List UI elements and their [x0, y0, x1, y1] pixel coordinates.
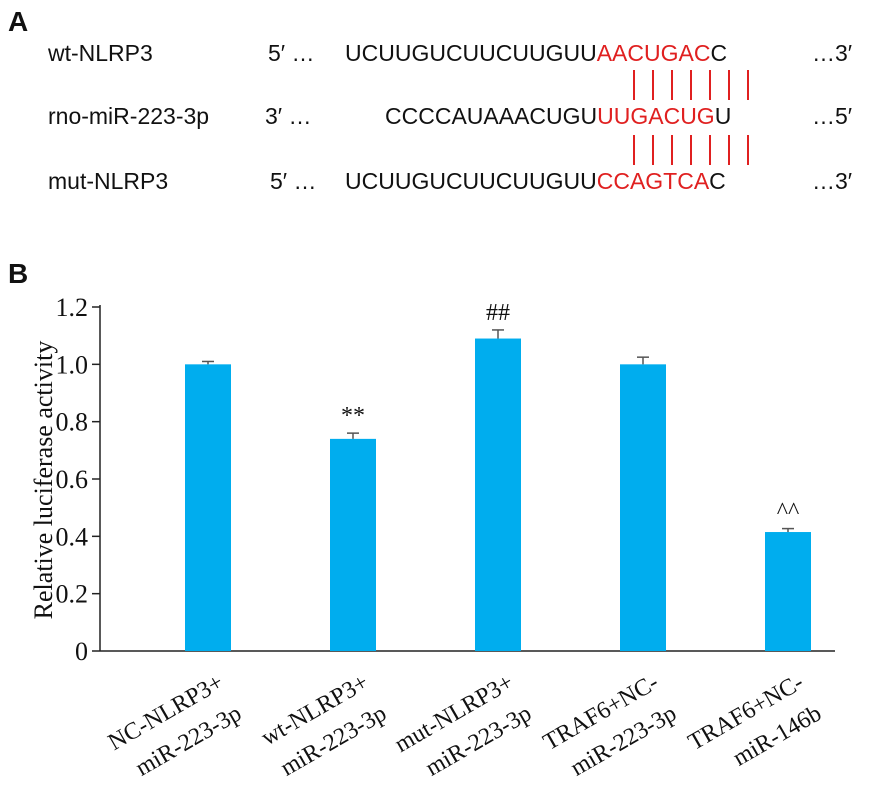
y-tick-label: 1.2	[56, 293, 89, 322]
y-tick-label: 0.4	[56, 522, 89, 551]
category-label: TRAF6+NC-miR-146b	[684, 669, 826, 771]
sequence-end5: 5′ …	[270, 168, 317, 194]
sequence-seed: UUGACUG	[597, 103, 715, 129]
sequence-seed: CCAGTCA	[596, 168, 710, 194]
sequence-name: rno-miR-223-3p	[48, 103, 210, 129]
category-label: wt-NLRP3+miR-223-3p	[257, 669, 391, 781]
sequence-end5: 3′ …	[265, 103, 312, 129]
sequence-tail: C	[710, 40, 728, 66]
sequence-plain: UCUUGUCUUCUUGUU	[345, 168, 597, 194]
bar	[620, 364, 666, 651]
significance-label: ^^	[777, 499, 800, 525]
category-label: TRAF6+NC-miR-223-3p	[539, 669, 681, 781]
sequence-body: UCUUGUCUUCUUGUUCCAGTCAC	[345, 168, 726, 195]
sequence-row-mirna: rno-miR-223-3p 3′ … CCCCAUAAACUGUUUGACUG…	[0, 103, 875, 133]
bar-chart: 0 0.2 0.4 0.6 0.8 1.0 1.2 ** ## ^^ NC-NLRP3+miR-…	[29, 293, 835, 782]
panel-a-label: A	[8, 6, 29, 37]
bar	[765, 532, 811, 651]
y-tick-label: 0.8	[56, 408, 89, 437]
sequence-plain: CCCCAUAAACUGU	[385, 103, 598, 129]
y-tick-label: 0.6	[56, 465, 89, 494]
sequence-end3: …3′	[812, 168, 853, 194]
category-label: NC-NLRP3+miR-223-3p	[104, 669, 246, 781]
y-tick-label: 1.0	[56, 350, 89, 379]
y-tick-label: 0	[75, 637, 88, 666]
sequence-name: wt-NLRP3	[48, 40, 153, 66]
bar	[185, 364, 231, 651]
sequence-name: mut-NLRP3	[48, 168, 169, 194]
sequence-plain: UCUUGUCUUCUUGUU	[345, 40, 597, 66]
bar	[330, 438, 376, 651]
y-axis: 0 0.2 0.4 0.6 0.8 1.0 1.2	[56, 293, 835, 666]
category-labels: NC-NLRP3+miR-223-3p wt-NLRP3+miR-223-3p mu…	[104, 669, 826, 781]
y-tick-label: 0.2	[56, 580, 89, 609]
bars: ** ## ^^	[185, 300, 811, 651]
y-axis-label: Relative luciferase activity	[29, 341, 58, 620]
significance-label: **	[341, 403, 365, 429]
significance-label: ##	[486, 300, 510, 326]
sequence-body: CCCCAUAAACUGUUUGACUGU	[385, 103, 731, 130]
category-label: mut-NLRP3+miR-223-3p	[390, 669, 536, 781]
sequence-tail: U	[714, 103, 732, 129]
panel-b-label: B	[8, 258, 29, 289]
sequence-tail: C	[709, 168, 726, 194]
sequence-end3: …3′	[812, 40, 853, 66]
sequence-end3: …5′	[812, 103, 853, 129]
bar	[475, 338, 521, 651]
sequence-body: UCUUGUCUUCUUGUUAACUGACC	[345, 40, 727, 67]
sequence-row-wt: wt-NLRP3 5′ … UCUUGUCUUCUUGUUAACUGACC …3…	[0, 40, 875, 70]
sequence-end5: 5′ …	[268, 40, 315, 66]
sequence-seed: AACUGAC	[596, 40, 711, 66]
sequence-row-mut: mut-NLRP3 5′ … UCUUGUCUUCUUGUUCCAGTCAC ……	[0, 168, 875, 198]
